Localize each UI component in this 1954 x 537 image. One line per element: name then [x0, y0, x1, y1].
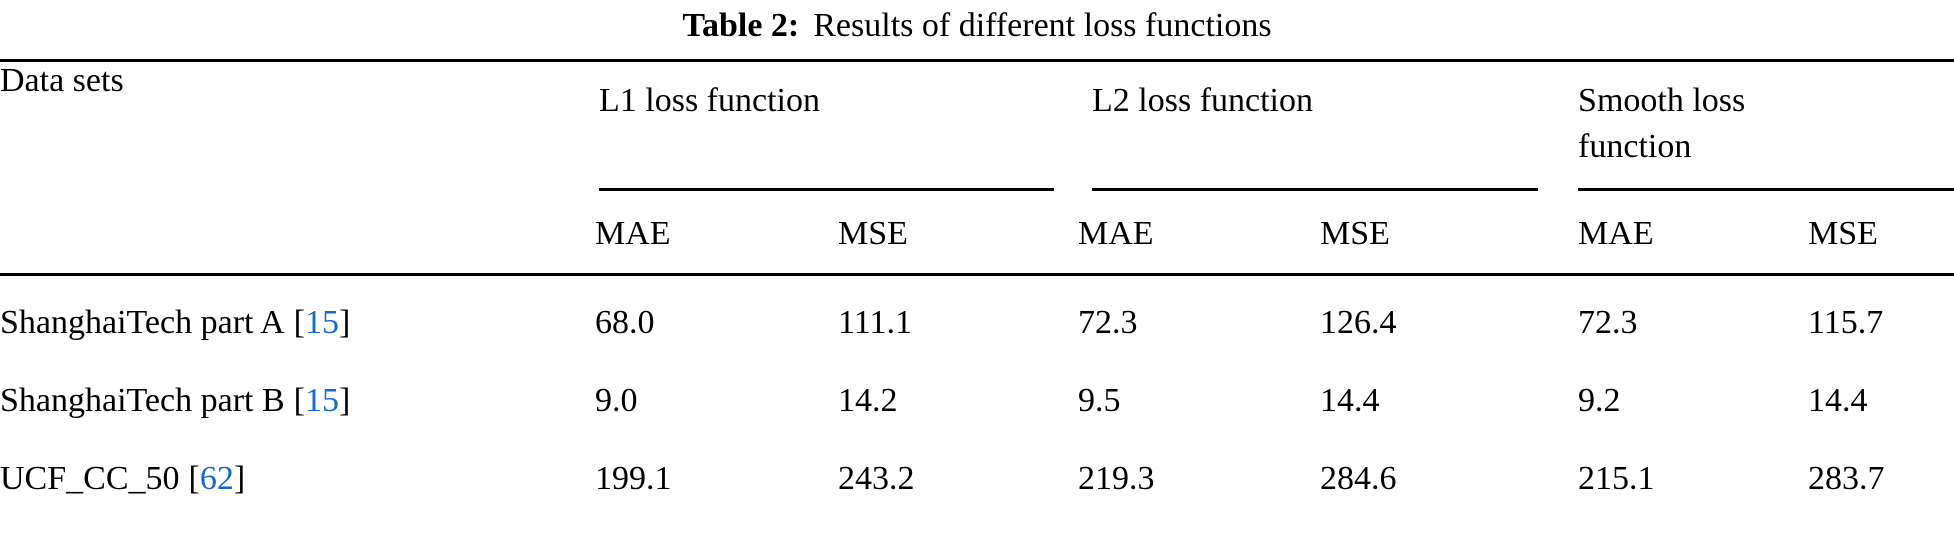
value-cell: 99.8: [595, 510, 838, 537]
metric-header-row: MAE MSE MAE MSE MAE MSE: [0, 191, 1954, 276]
metric-header-smooth-mae: MAE: [1578, 191, 1809, 276]
value-cell: 121.3: [838, 510, 1078, 537]
bracket-close: ]: [233, 460, 246, 497]
group-header-smooth-label: Smooth loss function: [1578, 82, 1746, 165]
value-cell: 72.3: [1578, 304, 1638, 341]
bracket-close: ]: [338, 382, 351, 419]
dataset-name: ShanghaiTech part A: [0, 304, 285, 341]
value-cell: 14.4: [1320, 382, 1380, 419]
group-header-row: Data sets L1 loss function L2 loss funct…: [0, 61, 1954, 191]
metric-header-l2-mae: MAE: [1078, 191, 1321, 276]
value-cell: 215.1: [1578, 460, 1655, 497]
dataset-cell: UCF_QNRF[63]: [0, 510, 595, 537]
value-cell: 199.1: [595, 460, 672, 497]
value-cell: 111.1: [838, 304, 912, 341]
dataset-cell: UCF_CC_50 [62]: [0, 432, 595, 510]
group-header-l1-rule: L1 loss function: [599, 62, 1055, 191]
bracket-close: ]: [338, 304, 351, 341]
value-cell: 219.3: [1078, 460, 1155, 497]
value-cell: 68.0: [595, 304, 655, 341]
citation-link[interactable]: [15]: [294, 382, 351, 419]
citation-link[interactable]: [15]: [294, 304, 351, 341]
table-row: ShanghaiTech part A [15] 68.0 111.1 72.3 …: [0, 275, 1954, 355]
value-cell: 9.5: [1078, 382, 1121, 419]
results-table: Data sets L1 loss function L2 loss funct…: [0, 59, 1954, 537]
dataset-cell: ShanghaiTech part A [15]: [0, 275, 595, 355]
value-cell: 243.2: [838, 460, 915, 497]
value-cell: 14.2: [838, 382, 898, 419]
table-caption-label: Table 2:: [682, 7, 800, 44]
value-cell: 284.6: [1320, 460, 1397, 497]
value-cell: 14.4: [1808, 382, 1868, 419]
value-cell: 126.4: [1320, 304, 1397, 341]
metric-header-spacer: [0, 191, 595, 276]
table-caption-text: Results of different loss functions: [813, 7, 1272, 44]
table-row: UCF_QNRF[63] 99.8 121.3 119.5 154.5 113.…: [0, 510, 1954, 537]
metric-header-smooth-mse: MSE: [1808, 191, 1954, 276]
bracket-open: [: [293, 304, 305, 341]
value-cell: 283.7: [1808, 460, 1885, 497]
citation-number: 62: [199, 460, 234, 497]
column-header-datasets: Data sets: [0, 62, 124, 99]
value-cell: 154.5: [1320, 510, 1578, 537]
group-header-l1-label: L1 loss function: [599, 82, 820, 119]
group-header-l2: L2 loss function: [1078, 61, 1578, 191]
metric-header-l2-mse: MSE: [1320, 191, 1579, 276]
value-cell: 150.5: [1808, 510, 1954, 537]
value-cell: 119.5: [1078, 510, 1320, 537]
metric-header-l1-mae: MAE: [595, 191, 838, 276]
group-header-l2-rule: L2 loss function: [1092, 62, 1539, 191]
citation-number: 15: [304, 382, 339, 419]
value-cell: 115.7: [1808, 304, 1884, 341]
table-caption: Table 2: Results of different loss functi…: [0, 0, 1954, 59]
value-cell: 113.5: [1578, 510, 1808, 537]
group-header-smooth: Smooth loss function: [1578, 61, 1954, 191]
dataset-name: ShanghaiTech part B: [0, 382, 285, 419]
value-cell: 9.0: [595, 382, 638, 419]
bracket-open: [: [293, 382, 305, 419]
value-cell: 72.3: [1078, 304, 1138, 341]
table-row: UCF_CC_50 [62] 199.1 243.2 219.3 284.6 21…: [0, 432, 1954, 510]
citation-link[interactable]: [62]: [189, 460, 246, 497]
table-row: ShanghaiTech part B [15] 9.0 14.2 9.5 14.…: [0, 354, 1954, 432]
bracket-open: [: [188, 460, 200, 497]
dataset-cell: ShanghaiTech part B [15]: [0, 354, 595, 432]
dataset-name: UCF_CC_50: [0, 460, 180, 497]
value-cell: 9.2: [1578, 382, 1621, 419]
metric-header-l1-mse: MSE: [838, 191, 1079, 276]
citation-number: 15: [304, 304, 339, 341]
group-header-l1: L1 loss function: [595, 61, 1078, 191]
group-header-smooth-rule: Smooth loss function: [1578, 62, 1954, 191]
group-header-l2-label: L2 loss function: [1092, 82, 1313, 119]
